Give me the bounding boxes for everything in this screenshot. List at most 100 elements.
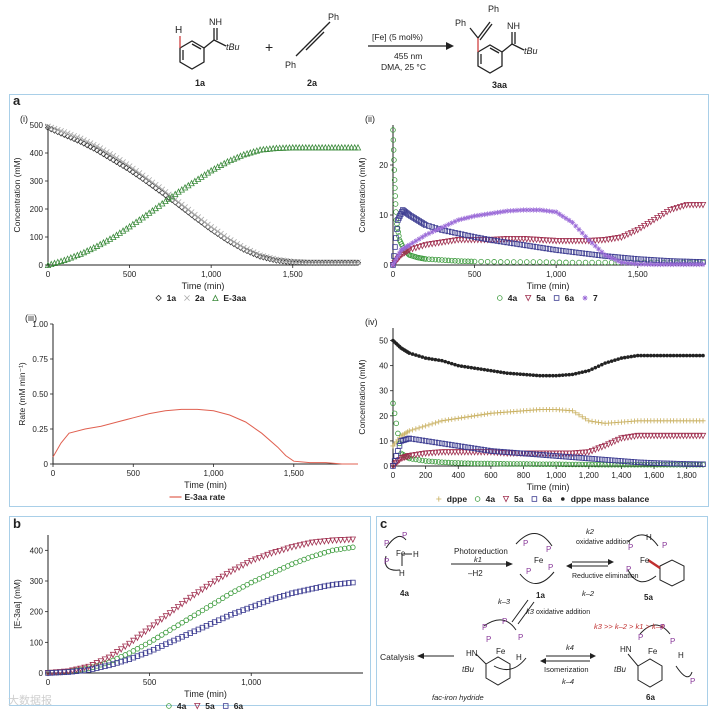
a-ii-point (618, 254, 625, 261)
light-label: 455 nm (394, 51, 422, 61)
a-iv-point (622, 355, 627, 360)
a-iv-point (690, 461, 696, 467)
b-point (288, 544, 296, 551)
a-iv-point (572, 461, 579, 468)
a-ii-point (439, 257, 445, 263)
a-ii-point (588, 237, 596, 245)
a-i-point (302, 143, 310, 151)
b-point (317, 584, 324, 590)
a-ii-point (644, 261, 651, 267)
b-point (341, 545, 348, 552)
a-i-legend-marker (184, 295, 190, 301)
a-ii-point (428, 240, 436, 248)
a-iii-legend-entry: E-3aa rate (185, 492, 226, 502)
a-iv-point (391, 410, 398, 417)
a-iv-point (462, 460, 468, 466)
a-ii-point (543, 208, 549, 214)
a-ii-x-label: Time (min) (527, 281, 570, 291)
a-iv-point (634, 459, 641, 465)
a-ii-point (497, 259, 504, 265)
a-iv-x-tick-label: 1,600 (644, 471, 665, 480)
a-ii-point (391, 157, 397, 163)
a-i-y-tick-label: 0 (39, 261, 44, 270)
a-ii-legend-marker (497, 295, 503, 301)
a-iv-point (423, 423, 429, 429)
a-ii-point (392, 185, 398, 191)
a-ii-point (533, 244, 540, 250)
a-iv-point (589, 455, 595, 462)
a-iv-point (458, 443, 465, 450)
a-iv-x-tick-label: 1,400 (611, 471, 632, 480)
a-iv-point (668, 353, 673, 358)
a-iv-point (559, 461, 566, 468)
a-i-point (270, 255, 277, 262)
a-iv-point (462, 414, 468, 420)
a-ii-point (441, 238, 449, 246)
a-iv-point (416, 437, 422, 443)
a-ii-point (530, 236, 537, 244)
a-iv-point (583, 369, 588, 374)
a-iv-point (538, 373, 542, 378)
a-ii-point (674, 261, 680, 268)
b-point (297, 588, 303, 595)
a-i-y-tick-label: 200 (30, 205, 44, 214)
a-ii-point (635, 261, 641, 267)
a-i-point (244, 246, 250, 253)
conditions-label: DMA, 25 °C (381, 62, 426, 72)
a-iv-point (576, 412, 582, 418)
a-iii-y-tick-label: 0.50 (32, 390, 48, 399)
b-point (130, 648, 137, 654)
a-iii-x-label: Time (min) (184, 480, 227, 490)
a-iv-point (611, 438, 619, 445)
b-point (227, 568, 235, 576)
a-iv-point (699, 432, 707, 440)
b-point (268, 550, 275, 557)
a-ii-point (445, 238, 452, 245)
a-iv-point (560, 373, 565, 377)
a-ii-point (618, 259, 625, 266)
a-iv-point (471, 460, 478, 467)
a-iv-point (524, 461, 530, 467)
a-ii-point (566, 217, 572, 223)
a-ii-y-label: Concentration (mM) (357, 157, 367, 232)
a-ii-point (579, 230, 585, 236)
a-ii-point (491, 210, 497, 216)
a-ii-point (523, 236, 531, 243)
mech-reductive-elimination: Reductive elimination (572, 573, 639, 580)
a-i-point (315, 143, 323, 151)
mech-p-4a-1: P (384, 539, 389, 548)
mech-k2: k2 (586, 527, 595, 536)
a-ii-point (452, 218, 458, 225)
b-point (167, 639, 173, 646)
b-legend-marker (194, 703, 201, 710)
mech-tbu-fac: tBu (462, 665, 475, 674)
a-ii-point (563, 215, 569, 221)
a-iv-point (579, 449, 586, 457)
a-iv-point (432, 420, 439, 426)
b-point (309, 585, 315, 592)
a-iv-point (527, 451, 533, 457)
a-ii-point (458, 231, 465, 237)
a-ii-point (671, 261, 677, 268)
b-legend-entry: 4a (177, 701, 187, 711)
a-ii-point (676, 203, 684, 211)
b-point (155, 634, 161, 641)
a-i-point (71, 132, 77, 139)
a-iii-panel-label: (iii) (25, 313, 37, 323)
a-iv-point (615, 462, 621, 468)
ph-label-3aa-2: Ph (488, 4, 499, 14)
a-ii-x-tick-label: 500 (468, 270, 482, 279)
a-iv-point (546, 461, 553, 467)
a-ii-point (572, 249, 579, 256)
a-ii-point (468, 214, 474, 220)
a-iv-point (670, 432, 677, 440)
a-i-point (267, 254, 273, 261)
a-iv-point (468, 449, 475, 456)
a-i-point (116, 157, 123, 163)
a-ii-point (631, 255, 638, 262)
b-point (174, 604, 182, 611)
a-iv-point (700, 418, 706, 424)
a-ii-point (536, 236, 544, 244)
a-ii-point (684, 261, 690, 268)
a-ii-point (468, 236, 475, 244)
